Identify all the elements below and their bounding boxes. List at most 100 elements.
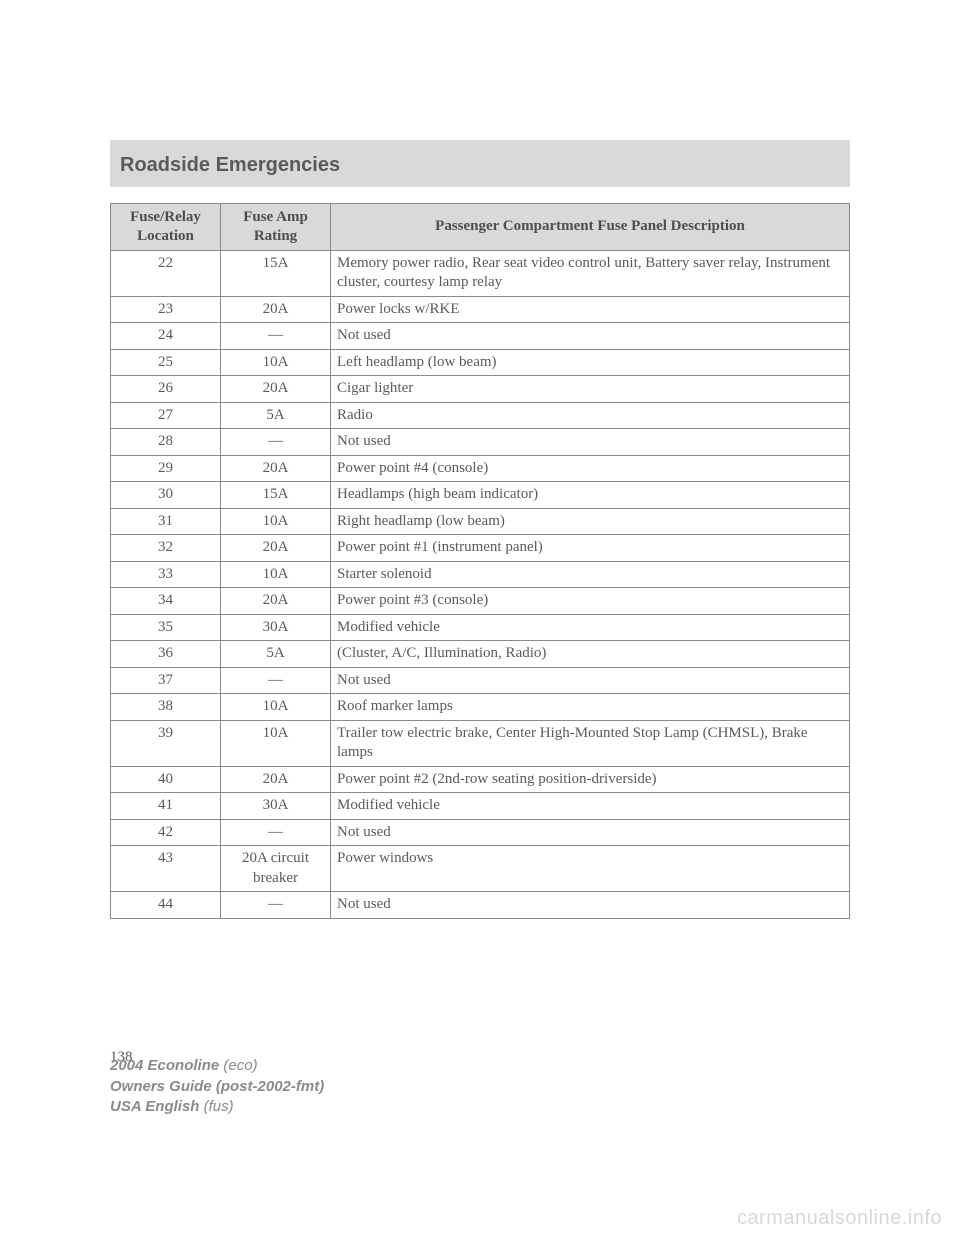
cell-location: 33 xyxy=(111,561,221,588)
cell-location: 38 xyxy=(111,694,221,721)
cell-location: 35 xyxy=(111,614,221,641)
cell-amp: 20A xyxy=(221,766,331,793)
manual-page: Roadside Emergencies Fuse/Relay Location… xyxy=(0,0,960,1066)
table-row: 24—Not used xyxy=(111,323,850,350)
cell-description: Not used xyxy=(331,429,850,456)
cell-location: 27 xyxy=(111,402,221,429)
footer-guide: Owners Guide (post-2002-fmt) xyxy=(110,1078,324,1095)
cell-amp: — xyxy=(221,429,331,456)
table-row: 3015AHeadlamps (high beam indicator) xyxy=(111,482,850,509)
cell-description: Radio xyxy=(331,402,850,429)
cell-amp: 5A xyxy=(221,641,331,668)
cell-location: 40 xyxy=(111,766,221,793)
cell-location: 36 xyxy=(111,641,221,668)
table-row: 4020APower point #2 (2nd-row seating pos… xyxy=(111,766,850,793)
footer-lang: USA English xyxy=(110,1098,199,1115)
table-row: 4320A circuit breakerPower windows xyxy=(111,846,850,892)
cell-amp: — xyxy=(221,667,331,694)
cell-amp: 10A xyxy=(221,508,331,535)
cell-amp: 20A xyxy=(221,535,331,562)
table-row: 365A(Cluster, A/C, Illumination, Radio) xyxy=(111,641,850,668)
cell-location: 30 xyxy=(111,482,221,509)
cell-description: Power locks w/RKE xyxy=(331,296,850,323)
cell-description: Not used xyxy=(331,323,850,350)
cell-amp: 20A xyxy=(221,376,331,403)
cell-location: 22 xyxy=(111,250,221,296)
cell-location: 28 xyxy=(111,429,221,456)
cell-amp: 10A xyxy=(221,349,331,376)
cell-amp: — xyxy=(221,819,331,846)
cell-description: Left headlamp (low beam) xyxy=(331,349,850,376)
table-row: 3420APower point #3 (console) xyxy=(111,588,850,615)
fuse-table: Fuse/Relay Location Fuse Amp Rating Pass… xyxy=(110,203,850,919)
cell-amp: 20A xyxy=(221,588,331,615)
cell-description: Not used xyxy=(331,892,850,919)
cell-location: 24 xyxy=(111,323,221,350)
footer-line-3: USA English (fus) xyxy=(110,1097,324,1117)
table-row: 3910ATrailer tow electric brake, Center … xyxy=(111,720,850,766)
cell-description: Memory power radio, Rear seat video cont… xyxy=(331,250,850,296)
table-row: 3530AModified vehicle xyxy=(111,614,850,641)
table-row: 3810ARoof marker lamps xyxy=(111,694,850,721)
footer: 2004 Econoline (eco) Owners Guide (post-… xyxy=(110,1056,324,1117)
cell-location: 34 xyxy=(111,588,221,615)
col-header-location: Fuse/Relay Location xyxy=(111,204,221,251)
cell-location: 37 xyxy=(111,667,221,694)
table-row: 37—Not used xyxy=(111,667,850,694)
cell-description: Power point #3 (console) xyxy=(331,588,850,615)
cell-location: 42 xyxy=(111,819,221,846)
cell-description: Trailer tow electric brake, Center High-… xyxy=(331,720,850,766)
cell-amp: 20A xyxy=(221,296,331,323)
table-row: 3310AStarter solenoid xyxy=(111,561,850,588)
footer-lang-code: (fus) xyxy=(199,1098,233,1115)
col-header-description: Passenger Compartment Fuse Panel Descrip… xyxy=(331,204,850,251)
cell-description: Right headlamp (low beam) xyxy=(331,508,850,535)
cell-description: Power point #2 (2nd-row seating position… xyxy=(331,766,850,793)
cell-location: 25 xyxy=(111,349,221,376)
cell-description: Roof marker lamps xyxy=(331,694,850,721)
cell-amp: 10A xyxy=(221,720,331,766)
cell-location: 26 xyxy=(111,376,221,403)
table-row: 42—Not used xyxy=(111,819,850,846)
cell-amp: — xyxy=(221,323,331,350)
cell-description: Cigar lighter xyxy=(331,376,850,403)
cell-amp: 30A xyxy=(221,793,331,820)
cell-location: 43 xyxy=(111,846,221,892)
col-header-amp: Fuse Amp Rating xyxy=(221,204,331,251)
table-row: 44—Not used xyxy=(111,892,850,919)
table-row: 4130AModified vehicle xyxy=(111,793,850,820)
cell-amp: 10A xyxy=(221,694,331,721)
watermark: carmanualsonline.info xyxy=(737,1207,942,1230)
table-row: 2620ACigar lighter xyxy=(111,376,850,403)
cell-description: Power point #4 (console) xyxy=(331,455,850,482)
table-row: 2215AMemory power radio, Rear seat video… xyxy=(111,250,850,296)
section-title: Roadside Emergencies xyxy=(120,154,840,177)
table-row: 2320APower locks w/RKE xyxy=(111,296,850,323)
footer-line-1: 2004 Econoline (eco) xyxy=(110,1056,324,1076)
cell-location: 29 xyxy=(111,455,221,482)
section-header: Roadside Emergencies xyxy=(110,140,850,187)
cell-location: 44 xyxy=(111,892,221,919)
table-row: 2510ALeft headlamp (low beam) xyxy=(111,349,850,376)
cell-description: Not used xyxy=(331,667,850,694)
cell-location: 31 xyxy=(111,508,221,535)
cell-location: 32 xyxy=(111,535,221,562)
table-row: 28—Not used xyxy=(111,429,850,456)
table-row: 3220APower point #1 (instrument panel) xyxy=(111,535,850,562)
table-row: 275ARadio xyxy=(111,402,850,429)
table-header-row: Fuse/Relay Location Fuse Amp Rating Pass… xyxy=(111,204,850,251)
cell-amp: 10A xyxy=(221,561,331,588)
cell-amp: 20A circuit breaker xyxy=(221,846,331,892)
cell-description: Modified vehicle xyxy=(331,614,850,641)
footer-model: 2004 Econoline xyxy=(110,1057,219,1074)
table-row: 2920APower point #4 (console) xyxy=(111,455,850,482)
cell-location: 39 xyxy=(111,720,221,766)
cell-description: Modified vehicle xyxy=(331,793,850,820)
cell-description: (Cluster, A/C, Illumination, Radio) xyxy=(331,641,850,668)
cell-amp: 30A xyxy=(221,614,331,641)
cell-description: Starter solenoid xyxy=(331,561,850,588)
cell-amp: 5A xyxy=(221,402,331,429)
cell-description: Power windows xyxy=(331,846,850,892)
footer-line-2: Owners Guide (post-2002-fmt) xyxy=(110,1077,324,1097)
cell-amp: 20A xyxy=(221,455,331,482)
